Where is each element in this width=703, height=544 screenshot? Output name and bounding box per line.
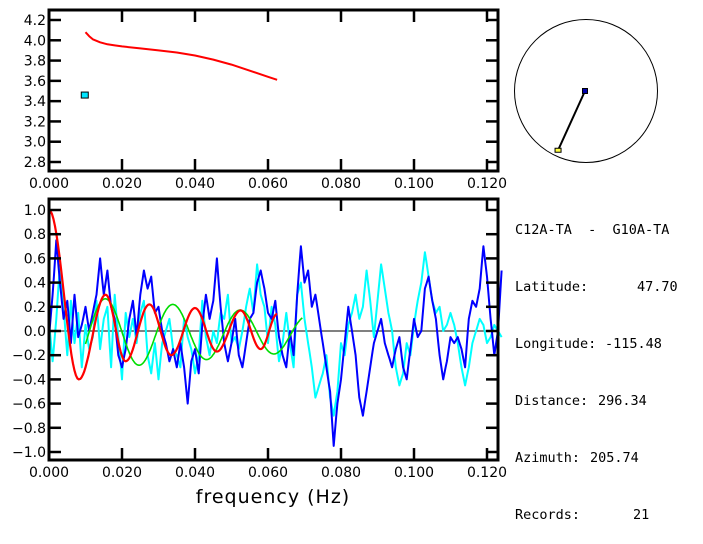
station-info-panel: C12A-TA - G10A-TA Latitude: 47.70 Longitu…: [515, 183, 678, 544]
info-row-records: Records: 21: [515, 506, 678, 525]
x-axis-title: frequency (Hz): [196, 486, 350, 508]
x-tick-label: 0.060: [248, 465, 288, 481]
azimuth-label: Azimuth:: [515, 450, 581, 466]
y-tick-label: 3.0: [24, 135, 46, 151]
latitude-value: 47.70: [637, 279, 678, 295]
x-tick-label: 0.100: [394, 465, 434, 481]
green-trace: [84, 298, 303, 366]
x-tick-label: 0.060: [248, 176, 288, 192]
bottom-series-layer: [48, 209, 503, 447]
y-tick-label: 1.0: [24, 203, 46, 219]
x-tick-label: 0.000: [29, 176, 69, 192]
azimuth-value: 205.74: [590, 450, 639, 466]
bottom-ticks: 0.000 0.020 0.040 0.060 0.080 0.100 0.120 1.0 0.…: [12, 199, 507, 481]
x-tick-label: 0.120: [467, 176, 507, 192]
figure-canvas: 0.000 0.020 0.040 0.060 0.080 0.100 0.120 2.8 3.…: [12, 8, 658, 508]
x-tick-label: 0.020: [102, 176, 142, 192]
x-tick-label: 0.080: [321, 465, 361, 481]
longitude-value: -115.48: [605, 336, 662, 352]
x-tick-label: 0.040: [175, 465, 215, 481]
x-tick-label: 0.040: [175, 176, 215, 192]
top-ticks: 0.000 0.020 0.040 0.060 0.080 0.100 0.120 2.8 3.…: [24, 10, 507, 192]
top-plot-frame: [47, 8, 500, 173]
x-tick-label: 0.100: [394, 176, 434, 192]
y-tick-label: 3.6: [24, 74, 46, 90]
info-row-longitude: Longitude: -115.48: [515, 335, 678, 354]
x-tick-label: 0.020: [102, 465, 142, 481]
top-series-layer: [80, 31, 278, 99]
receiver-station-marker: [554, 147, 562, 153]
y-tick-label: 3.8: [24, 54, 46, 70]
records-value: 21: [633, 507, 650, 523]
blue-trace: [48, 239, 503, 447]
azimuth-line: [557, 90, 586, 151]
y-tick-label: 0.2: [24, 300, 46, 316]
y-tick-label: 4.0: [24, 33, 46, 49]
longitude-label: Longitude:: [515, 336, 597, 352]
y-tick-label: −0.4: [12, 372, 46, 388]
records-label: Records:: [515, 507, 581, 523]
station-pair: C12A-TA - G10A-TA: [515, 222, 670, 238]
bottom-plot-frame: [47, 197, 500, 462]
y-tick-label: −1.0: [12, 445, 46, 461]
y-tick-label: 4.2: [24, 13, 46, 29]
distance-label: Distance:: [515, 393, 589, 409]
velocity-plot: 0.000 0.020 0.040 0.060 0.080 0.100 0.120 2.8 3.…: [24, 8, 507, 192]
distance-value: 296.34: [598, 393, 647, 409]
info-row-distance: Distance: 296.34: [515, 392, 678, 411]
y-tick-label: −0.6: [12, 397, 46, 413]
y-tick-label: 3.2: [24, 114, 46, 130]
y-tick-label: 0.8: [24, 227, 46, 243]
red-trace: [48, 209, 278, 381]
source-station-marker: [582, 88, 588, 94]
azimuth-map: [514, 19, 658, 163]
y-tick-label: 2.8: [24, 155, 46, 171]
y-tick-label: −0.2: [12, 348, 46, 364]
correlation-plot: 0.000 0.020 0.040 0.060 0.080 0.100 0.120 1.0 0.…: [12, 197, 507, 508]
measurement-point: [80, 91, 89, 99]
x-tick-label: 0.120: [467, 465, 507, 481]
latitude-label: Latitude:: [515, 279, 589, 295]
azimuth-circle: [514, 19, 658, 163]
y-tick-label: 3.4: [24, 94, 46, 110]
cyan-trace: [48, 251, 503, 417]
x-tick-label: 0.080: [321, 176, 361, 192]
y-tick-label: −0.8: [12, 421, 46, 437]
y-tick-label: 0.0: [24, 324, 46, 340]
dispersion-curve: [84, 31, 278, 81]
y-tick-label: 0.6: [24, 251, 46, 267]
info-row-latitude: Latitude: 47.70: [515, 278, 678, 297]
x-tick-label: 0.000: [29, 465, 69, 481]
info-row-azimuth: Azimuth: 205.74: [515, 449, 678, 468]
y-tick-label: 0.4: [24, 276, 46, 292]
